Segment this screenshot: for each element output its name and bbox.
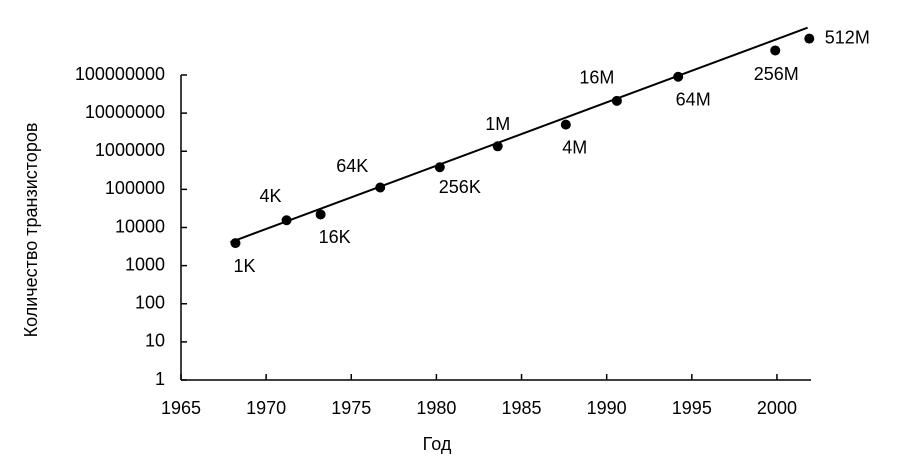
x-tick-label: 1990: [587, 398, 627, 418]
data-point: [492, 141, 503, 152]
x-tick-label: 2000: [757, 398, 797, 418]
y-tick-label: 10000000: [85, 102, 165, 122]
x-tick-label: 1995: [672, 398, 712, 418]
x-tick-label: 1985: [502, 398, 542, 418]
point-label: 4M: [562, 137, 587, 157]
x-axis-label: Год: [423, 434, 452, 454]
point-label: 256M: [754, 64, 799, 84]
data-point: [315, 209, 326, 220]
y-tick-label: 1000: [125, 254, 165, 274]
data-point: [611, 95, 622, 106]
point-label: 1M: [485, 114, 510, 134]
data-point: [230, 238, 241, 249]
data-point: [673, 71, 684, 82]
data-point: [375, 182, 386, 193]
y-tick-label: 1: [155, 369, 165, 389]
x-tick-label: 1970: [246, 398, 286, 418]
trend-line: [230, 26, 808, 244]
y-tick-label: 10000: [115, 216, 165, 236]
point-label: 16M: [579, 68, 614, 88]
y-tick-label: 100000000: [75, 64, 165, 84]
data-point: [770, 45, 781, 56]
x-tick-label: 1975: [331, 398, 371, 418]
y-tick-label: 10: [145, 331, 165, 351]
point-label: 512M: [825, 27, 870, 47]
y-tick-label: 100: [135, 293, 165, 313]
y-axis-label: Количество транзисторов: [21, 123, 41, 338]
point-label: 64K: [336, 156, 368, 176]
point-label: 1K: [233, 256, 255, 276]
y-tick-label: 1000000: [95, 140, 165, 160]
data-point: [560, 119, 571, 130]
data-point: [804, 33, 815, 44]
point-label: 256K: [439, 177, 481, 197]
point-label: 64M: [676, 89, 711, 109]
x-tick-label: 1965: [161, 398, 201, 418]
data-point: [434, 162, 445, 173]
x-tick-label: 1980: [416, 398, 456, 418]
y-tick-label: 100000: [105, 178, 165, 198]
data-point: [281, 215, 292, 226]
point-label: 4K: [260, 186, 282, 206]
point-label: 16K: [319, 227, 351, 247]
